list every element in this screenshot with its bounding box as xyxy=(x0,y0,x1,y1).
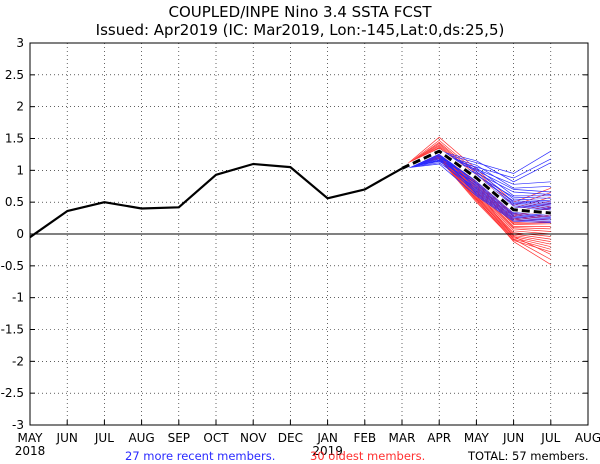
y-tick-label: 0.5 xyxy=(5,195,24,209)
y-tick-label: -3 xyxy=(12,418,24,432)
ensemble-mean-series xyxy=(401,148,551,216)
y-tick-label: -2 xyxy=(12,354,24,368)
x-tick-label: JUN xyxy=(502,431,524,445)
legend-total-members: TOTAL: 57 members. xyxy=(467,449,589,463)
x-tick-label: MAY xyxy=(464,431,490,445)
y-tick-label: 2.5 xyxy=(5,68,24,82)
x-tick-label: JUL xyxy=(94,431,114,445)
x-tick-label: SEP xyxy=(168,431,190,445)
x-tick-label: APR xyxy=(427,431,451,445)
recent-member-line xyxy=(401,157,551,218)
year-label: 2018 xyxy=(15,444,46,458)
legend-recent-members: 27 more recent members. xyxy=(125,449,275,463)
chart-title: COUPLED/INPE Nino 3.4 SSTA FCST xyxy=(169,3,433,21)
y-axis: 3 2.5 2 1.5 1 0.5 0 -0.5 -1 -1.5 -2 -2.5 -3 xyxy=(1,36,588,432)
x-tick-label: MAR xyxy=(389,431,416,445)
oldest-member-line xyxy=(401,156,551,245)
year-label: 2019 xyxy=(312,444,343,458)
y-tick-label: -2.5 xyxy=(1,386,24,400)
y-tick-label: -1.5 xyxy=(1,323,24,337)
oldest-member-line xyxy=(401,141,551,209)
chart-subtitle: Issued: Apr2019 (IC: Mar2019, Lon:-145,L… xyxy=(96,21,505,39)
y-tick-label: 1 xyxy=(16,163,24,177)
y-tick-label: -0.5 xyxy=(1,259,24,273)
x-tick-label: AUG xyxy=(575,431,600,445)
x-tick-label: JAN xyxy=(316,431,338,445)
x-tick-label: OCT xyxy=(203,431,229,445)
x-axis: MAY JUN JUL AUG SEP OCT NOV DEC JAN FEB MAR APR MAY J… xyxy=(18,420,600,445)
y-tick-label: 1.5 xyxy=(5,132,24,146)
legend-oldest-members: 30 oldest members. xyxy=(310,449,425,463)
recent-member-line xyxy=(401,163,551,223)
y-tick-label: 2 xyxy=(16,100,24,114)
y-tick-label: -1 xyxy=(12,291,24,305)
recent-member-line xyxy=(401,159,551,221)
y-tick-label: 0 xyxy=(16,227,24,241)
x-tick-label: AUG xyxy=(128,431,154,445)
observed-line xyxy=(29,162,403,239)
recent-member-line xyxy=(401,162,551,216)
x-tick-label: DEC xyxy=(278,431,303,445)
x-tick-label: JUN xyxy=(56,431,78,445)
y-tick-label: 3 xyxy=(16,36,24,50)
x-tick-label: FEB xyxy=(353,431,376,445)
x-tick-label: NOV xyxy=(240,431,267,445)
observed-series xyxy=(29,162,403,239)
ensemble-mean-line xyxy=(401,149,551,215)
x-tick-label: JUL xyxy=(540,431,560,445)
x-tick-label: MAY xyxy=(18,431,44,445)
year-labels: 2018 2019 xyxy=(15,444,343,458)
recent-member-line xyxy=(401,154,551,220)
